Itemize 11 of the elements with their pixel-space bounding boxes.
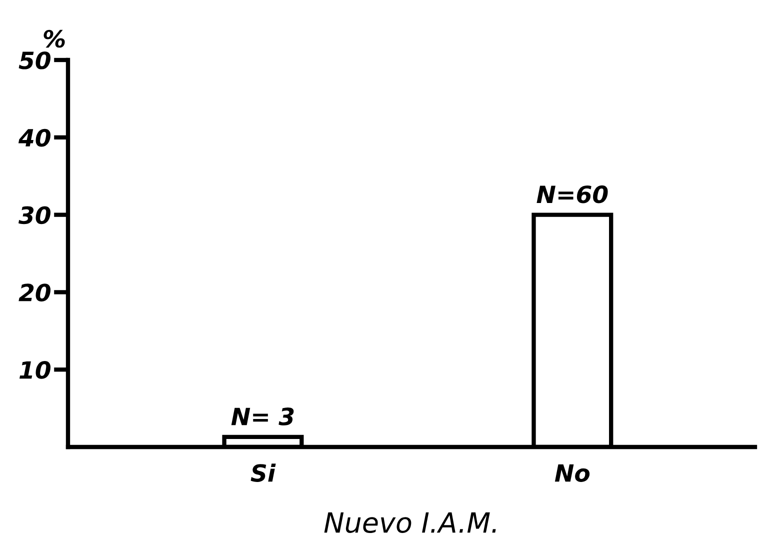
annotation: N= 3 xyxy=(231,408,294,426)
y-tick-label: 20 xyxy=(18,284,50,302)
y-axis-title: % xyxy=(44,30,65,48)
y-tick-label: 10 xyxy=(19,361,50,379)
y-tick-label: 40 xyxy=(18,128,50,147)
x-tick-label: No xyxy=(554,464,590,482)
annotation: N=60 xyxy=(536,185,608,204)
x-tick-label: Si xyxy=(250,464,276,482)
x-axis-title: Nuevo I.A.M. xyxy=(324,512,496,534)
y-tick-label: 30 xyxy=(18,206,50,224)
y-tick-label: 50 xyxy=(18,51,50,70)
